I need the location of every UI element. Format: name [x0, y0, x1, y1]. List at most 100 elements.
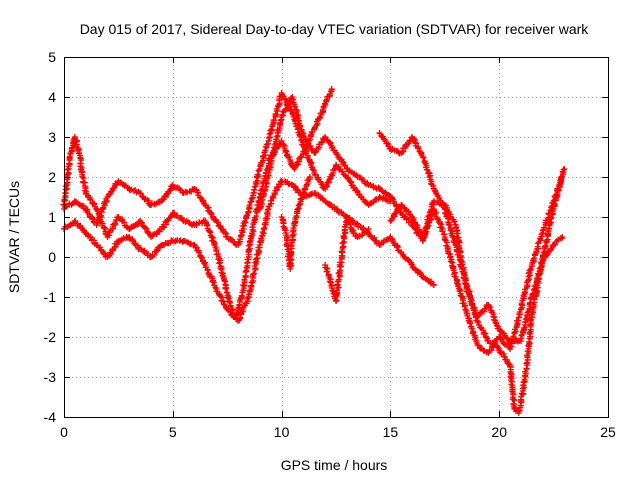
- data-point-fill: [111, 220, 118, 227]
- data-point-fill: [277, 117, 284, 124]
- y-tick-label: 4: [48, 89, 56, 105]
- data-point-fill: [451, 218, 458, 225]
- data-point-fill: [304, 139, 311, 146]
- data-point-fill: [271, 117, 278, 124]
- data-point-fill: [251, 270, 258, 277]
- data-point-fill: [335, 276, 342, 283]
- data-point-fill: [339, 168, 346, 175]
- data-point-fill: [451, 273, 458, 280]
- data-point: [561, 166, 568, 172]
- x-tick-label: 10: [274, 424, 290, 440]
- data-point-fill: [538, 231, 545, 238]
- data-point-fill: [461, 280, 468, 287]
- data-point-fill: [482, 330, 489, 337]
- data-point-fill: [251, 186, 258, 193]
- data-point-fill: [483, 334, 490, 341]
- y-tick-label: 3: [48, 129, 56, 145]
- data-point-fill: [246, 238, 253, 245]
- data-point-fill: [252, 259, 259, 266]
- data-point-fill: [461, 303, 468, 310]
- data-point-fill: [64, 166, 71, 173]
- x-tick-label: 15: [383, 424, 399, 440]
- data-point-fill: [443, 239, 450, 246]
- data-point-fill: [319, 139, 326, 146]
- data-point-fill: [542, 242, 549, 249]
- data-point-fill: [382, 189, 389, 196]
- series-track-6: [387, 198, 566, 346]
- data-point-fill: [209, 278, 216, 285]
- data-point-fill: [272, 111, 279, 118]
- data-point-fill: [434, 215, 441, 222]
- data-point-fill: [395, 206, 402, 213]
- data-point-fill: [524, 309, 531, 316]
- data-point-fill: [530, 255, 537, 262]
- data-point-fill: [243, 213, 250, 220]
- data-point-fill: [402, 142, 409, 149]
- data-point-fill: [523, 360, 530, 367]
- data-point-fill: [432, 210, 439, 217]
- data-point-fill: [526, 329, 533, 336]
- data-point-fill: [521, 325, 528, 332]
- data-point: [430, 282, 437, 288]
- y-tick-label: -4: [44, 409, 57, 425]
- data-point-fill: [410, 135, 417, 142]
- data-point: [306, 174, 313, 180]
- data-point-fill: [351, 184, 358, 191]
- data-point-fill: [525, 338, 532, 345]
- y-axis-label: SDTVAR / TECUs: [6, 181, 22, 293]
- series-track-1: [60, 86, 335, 320]
- y-tick-label: -3: [44, 369, 57, 385]
- data-point-fill: [447, 258, 454, 265]
- data-point-fill: [129, 237, 136, 244]
- data-point-fill: [548, 214, 555, 221]
- series-track-4: [256, 94, 568, 356]
- data-point-fill: [543, 237, 550, 244]
- plot-frame: [64, 57, 609, 418]
- data-point-fill: [367, 200, 374, 207]
- x-axis-label: GPS time / hours: [281, 457, 388, 473]
- data-point: [559, 174, 566, 180]
- data-point: [550, 206, 557, 212]
- data-point-fill: [138, 219, 145, 226]
- data-point-fill: [224, 294, 231, 301]
- y-tick-label: 2: [48, 169, 56, 185]
- x-tick-label: 5: [169, 424, 177, 440]
- data-point: [365, 226, 372, 232]
- data-point-fill: [259, 229, 266, 236]
- data-point: [559, 234, 566, 240]
- series-track-2: [61, 90, 394, 248]
- data-point-fill: [217, 293, 224, 300]
- data-point-fill: [254, 171, 261, 178]
- points-layer: [60, 86, 568, 416]
- data-point-fill: [250, 271, 257, 278]
- data-point-fill: [445, 221, 452, 228]
- data-point-fill: [547, 215, 554, 222]
- data-point-fill: [527, 299, 534, 306]
- y-tick-label: -2: [44, 329, 57, 345]
- data-point-fill: [246, 242, 253, 249]
- data-point-fill: [333, 151, 340, 158]
- ticks-layer: 0 5 10 15 20 25 -4 -3 -2 -1 0 1 2 3 4 5: [44, 49, 616, 440]
- data-point-fill: [156, 228, 163, 235]
- data-point-fill: [551, 200, 558, 207]
- data-point-fill: [268, 126, 275, 133]
- data-point-fill: [246, 202, 253, 209]
- data-point-fill: [378, 187, 385, 194]
- data-point-fill: [423, 223, 430, 230]
- data-point-fill: [62, 189, 69, 196]
- data-point-fill: [412, 139, 419, 146]
- series-track-7: [322, 214, 372, 304]
- data-point-fill: [446, 222, 453, 229]
- data-point-fill: [222, 285, 229, 292]
- data-point-fill: [292, 103, 299, 110]
- data-point-fill: [196, 219, 203, 226]
- data-point-fill: [307, 132, 314, 139]
- data-point-fill: [222, 229, 229, 236]
- data-point-fill: [345, 168, 352, 175]
- data-point-fill: [420, 154, 427, 161]
- data-point-fill: [531, 283, 538, 290]
- data-point-fill: [297, 123, 304, 130]
- data-point-fill: [540, 257, 547, 264]
- y-tick-label: 1: [48, 209, 56, 225]
